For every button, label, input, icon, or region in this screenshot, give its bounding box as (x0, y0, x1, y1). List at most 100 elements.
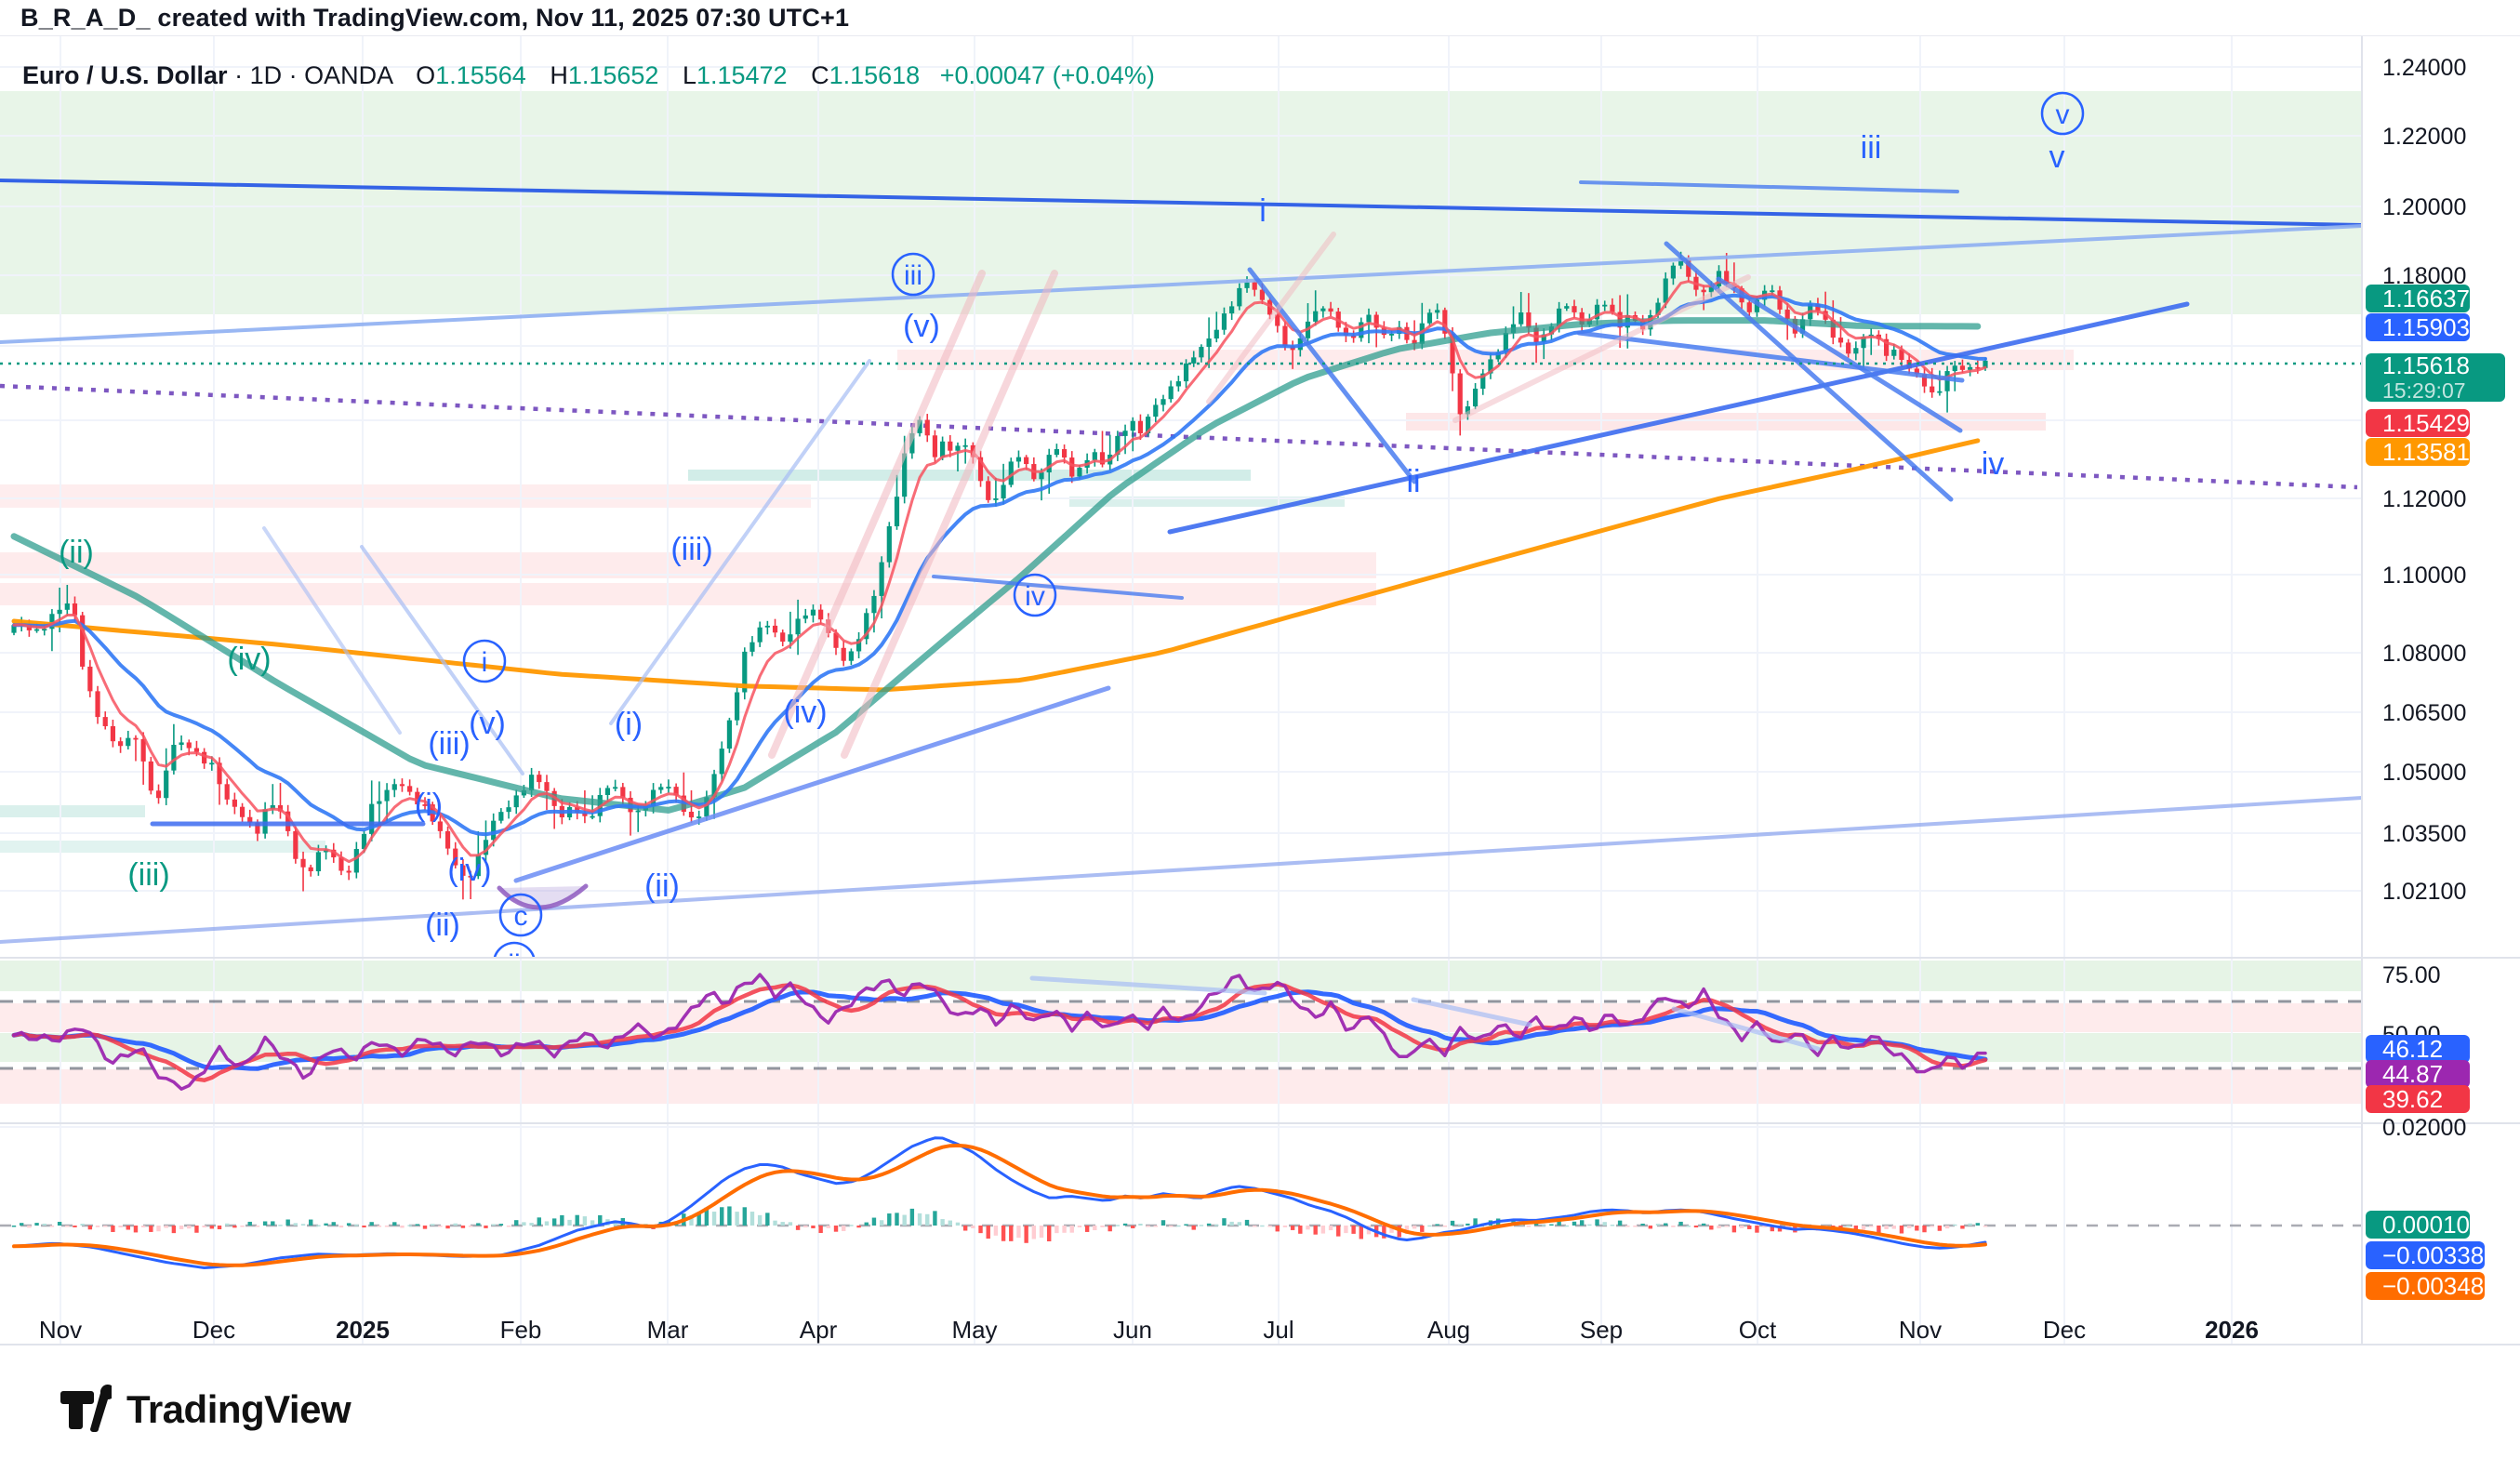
wave-label-iii[interactable]: iii (904, 260, 922, 291)
wave-label-v[interactable]: v (2056, 99, 2070, 130)
gridlines (0, 35, 2362, 1345)
time-axis-label-Feb[interactable]: Feb (500, 1316, 542, 1344)
macd-pane[interactable] (0, 1136, 2362, 1269)
price-pane[interactable] (0, 179, 2362, 944)
ohlc-header[interactable]: Euro / U.S. Dollar · 1D · OANDA O1.15564… (22, 61, 1155, 89)
attribution-text: B_R_A_D_ created with TradingView.com, N… (20, 3, 850, 32)
price-tick: 1.20000 (2382, 194, 2466, 220)
axis-badge-46.12: 46.12 (2366, 1035, 2470, 1063)
wave-label-i[interactable]: i (482, 647, 488, 678)
time-axis-label-Dec[interactable]: Dec (2043, 1316, 2086, 1344)
wave-label-ii[interactable]: ii (1406, 464, 1420, 499)
time-axis-label-Jul[interactable]: Jul (1263, 1316, 1293, 1344)
badge-value: 1.16637 (2382, 285, 2470, 312)
open-label: O (416, 61, 436, 89)
axis-badge-−0.00348: −0.00348 (2366, 1272, 2485, 1300)
badge-value: 44.87 (2382, 1060, 2443, 1088)
time-axis-label-May[interactable]: May (951, 1316, 997, 1344)
price-tick: 1.05000 (2382, 760, 2466, 786)
tradingview-logo-text: TradingView (126, 1387, 351, 1431)
axis-badge-−0.00338: −0.00338 (2366, 1241, 2485, 1269)
price-tick: 1.03500 (2382, 821, 2466, 847)
rsi-tick: 75.00 (2382, 962, 2441, 988)
time-axis-label-2025[interactable]: 2025 (336, 1316, 390, 1344)
wave-label-iv[interactable]: (iv) (783, 695, 827, 730)
price-tick: 1.10000 (2382, 563, 2466, 589)
high-label: H (550, 61, 568, 89)
price-axis[interactable]: 1.240001.220001.200001.180001.120001.100… (2366, 55, 2505, 1300)
wave-label-ii[interactable]: (ii) (644, 868, 680, 904)
low-value: 1.15472 (696, 61, 788, 89)
pane-separators (0, 35, 2520, 1345)
badge-value: 46.12 (2382, 1035, 2443, 1063)
purple-dotted-trendline (0, 383, 2358, 490)
time-axis-label-Nov[interactable]: Nov (1899, 1316, 1942, 1344)
badge-value: 39.62 (2382, 1085, 2443, 1113)
time-axis-label-Nov[interactable]: Nov (39, 1316, 82, 1344)
price-tick: 1.02100 (2382, 879, 2466, 905)
open-value: 1.15564 (435, 61, 526, 89)
time-axis-label-Apr[interactable]: Apr (800, 1316, 838, 1344)
timeframe-label[interactable]: 1D (249, 61, 283, 89)
wave-label-iv[interactable]: (iv) (227, 642, 271, 677)
time-axis-label-Mar[interactable]: Mar (647, 1316, 689, 1344)
badge-value: −0.00348 (2382, 1272, 2484, 1300)
wave-label-v[interactable]: (v) (903, 309, 940, 344)
price-tick: 1.22000 (2382, 124, 2466, 150)
wave-label-c[interactable]: c (514, 901, 528, 932)
wave-label-iv[interactable]: (iv) (447, 853, 491, 888)
axis-badge-0.00010: 0.00010 (2366, 1211, 2470, 1239)
wave-label-iv[interactable]: iv (1025, 581, 1045, 612)
badge-value: 1.13581 (2382, 438, 2470, 466)
wave-label-iii[interactable]: (iii) (428, 726, 470, 762)
axis-badge-1.15429: 1.15429 (2366, 409, 2470, 437)
time-axis-label-Jun[interactable]: Jun (1113, 1316, 1152, 1344)
tradingview-logo[interactable]: TradingView (60, 1384, 351, 1436)
close-label: C (811, 61, 829, 89)
wave-label-iv[interactable]: iv (1982, 446, 2005, 482)
price-tick: 1.06500 (2382, 700, 2466, 726)
time-axis-label-Sep[interactable]: Sep (1580, 1316, 1623, 1344)
axis-badge-39.62: 39.62 (2366, 1085, 2470, 1113)
trend-lines (0, 179, 2362, 944)
high-value: 1.15652 (567, 61, 659, 89)
symbol-title[interactable]: Euro / U.S. Dollar (22, 61, 228, 89)
price-tick: 1.24000 (2382, 55, 2466, 81)
time-axis-label-Dec[interactable]: Dec (192, 1316, 235, 1344)
low-label: L (682, 61, 696, 89)
time-axis-label-2026[interactable]: 2026 (2205, 1316, 2259, 1344)
attribution-bar: B_R_A_D_ created with TradingView.com, N… (0, 0, 2520, 36)
countdown-timer: 15:29:07 (2382, 378, 2466, 403)
axis-badge-1.16637: 1.16637 (2366, 285, 2470, 312)
badge-value: 1.15618 (2382, 351, 2470, 379)
wave-label-iii[interactable]: (iii) (127, 857, 169, 893)
exchange-label[interactable]: OANDA (304, 61, 392, 89)
axis-badge-1.13581: 1.13581 (2366, 438, 2470, 466)
macd-tick: 0.02000 (2382, 1115, 2466, 1141)
time-axis[interactable]: Nov Dec 2025 Feb Mar Apr May Jun Jul Aug Sep Oct Nov… (39, 1316, 2259, 1344)
wave-label-v[interactable]: (v) (469, 706, 506, 741)
wave-label-ii[interactable]: (ii) (425, 908, 460, 943)
rsi-pane[interactable] (0, 973, 2362, 1091)
tradingview-glyph-icon (60, 1385, 112, 1432)
axis-badge-1.15903: 1.15903 (2366, 313, 2470, 341)
wave-label-v[interactable]: v (2049, 139, 2065, 175)
axis-badge-44.87: 44.87 (2366, 1060, 2470, 1088)
badge-value: −0.00338 (2382, 1241, 2484, 1269)
badge-value: 0.00010 (2382, 1211, 2470, 1239)
badge-value: 1.15903 (2382, 313, 2470, 341)
wave-label-iii[interactable]: iii (1861, 130, 1882, 166)
time-axis-label-Aug[interactable]: Aug (1427, 1316, 1470, 1344)
wave-label-ii[interactable]: (ii) (59, 535, 94, 570)
time-axis-label-Oct[interactable]: Oct (1739, 1316, 1777, 1344)
wave-label-ii[interactable]: ii (508, 949, 520, 980)
wave-label-iii[interactable]: (iii) (670, 532, 712, 567)
price-tick: 1.12000 (2382, 486, 2466, 512)
wave-label-i[interactable]: i (1259, 193, 1267, 229)
wave-label-i[interactable]: (i) (615, 707, 643, 742)
change-value: +0.00047 (+0.04%) (939, 61, 1155, 89)
wave-label-i[interactable]: (i) (415, 788, 443, 823)
badge-value: 1.15429 (2382, 409, 2470, 437)
